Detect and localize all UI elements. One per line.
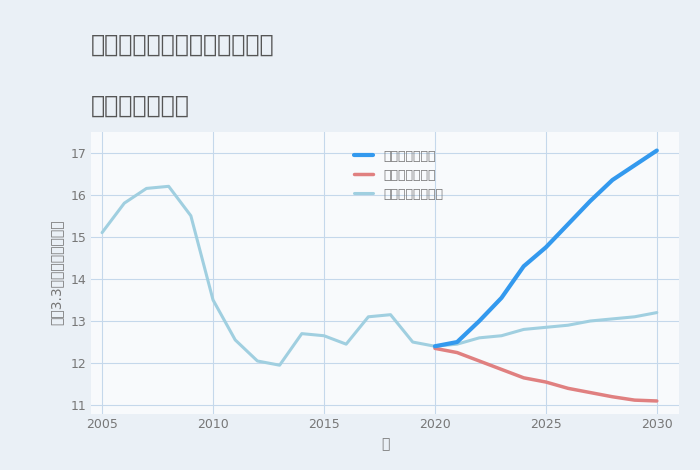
ノーマルシナリオ: [320, 333, 328, 338]
Line: ノーマルシナリオ: ノーマルシナリオ: [102, 186, 657, 365]
ノーマルシナリオ: [564, 322, 573, 328]
バッドシナリオ: [652, 398, 661, 404]
X-axis label: 年: 年: [381, 437, 389, 451]
Y-axis label: 坪（3.3㎡）単価（万円）: 坪（3.3㎡）単価（万円）: [49, 220, 63, 325]
ノーマルシナリオ: [275, 362, 284, 368]
ノーマルシナリオ: [475, 335, 484, 341]
グッドシナリオ: [519, 264, 528, 269]
バッドシナリオ: [519, 375, 528, 381]
ノーマルシナリオ: [497, 333, 505, 338]
グッドシナリオ: [608, 177, 617, 183]
バッドシナリオ: [564, 385, 573, 391]
ノーマルシナリオ: [253, 358, 262, 364]
バッドシナリオ: [475, 358, 484, 364]
グッドシナリオ: [542, 244, 550, 250]
ノーマルシナリオ: [120, 200, 129, 206]
ノーマルシナリオ: [409, 339, 417, 345]
ノーマルシナリオ: [342, 341, 351, 347]
ノーマルシナリオ: [652, 310, 661, 315]
バッドシナリオ: [542, 379, 550, 385]
グッドシナリオ: [453, 339, 461, 345]
グッドシナリオ: [430, 344, 439, 349]
バッドシナリオ: [430, 345, 439, 351]
ノーマルシナリオ: [586, 318, 594, 324]
バッドシナリオ: [631, 397, 639, 403]
ノーマルシナリオ: [164, 183, 173, 189]
グッドシナリオ: [652, 148, 661, 153]
グッドシナリオ: [475, 318, 484, 324]
グッドシナリオ: [631, 163, 639, 168]
Line: グッドシナリオ: グッドシナリオ: [435, 150, 657, 346]
ノーマルシナリオ: [519, 327, 528, 332]
Line: バッドシナリオ: バッドシナリオ: [435, 348, 657, 401]
バッドシナリオ: [586, 390, 594, 395]
Text: 土地の価格推移: 土地の価格推移: [91, 94, 190, 118]
グッドシナリオ: [564, 221, 573, 227]
ノーマルシナリオ: [453, 341, 461, 347]
Legend: グッドシナリオ, バッドシナリオ, ノーマルシナリオ: グッドシナリオ, バッドシナリオ, ノーマルシナリオ: [348, 143, 449, 207]
ノーマルシナリオ: [187, 213, 195, 219]
Text: 福岡県柳川市三橋町今古賀の: 福岡県柳川市三橋町今古賀の: [91, 33, 274, 57]
ノーマルシナリオ: [608, 316, 617, 322]
ノーマルシナリオ: [142, 186, 150, 191]
ノーマルシナリオ: [631, 314, 639, 320]
ノーマルシナリオ: [231, 337, 239, 343]
ノーマルシナリオ: [430, 344, 439, 349]
ノーマルシナリオ: [98, 230, 106, 235]
バッドシナリオ: [497, 367, 505, 372]
ノーマルシナリオ: [298, 331, 306, 337]
バッドシナリオ: [608, 394, 617, 399]
ノーマルシナリオ: [542, 324, 550, 330]
グッドシナリオ: [586, 198, 594, 204]
ノーマルシナリオ: [209, 297, 217, 303]
ノーマルシナリオ: [386, 312, 395, 318]
ノーマルシナリオ: [364, 314, 372, 320]
グッドシナリオ: [497, 295, 505, 301]
バッドシナリオ: [453, 350, 461, 355]
